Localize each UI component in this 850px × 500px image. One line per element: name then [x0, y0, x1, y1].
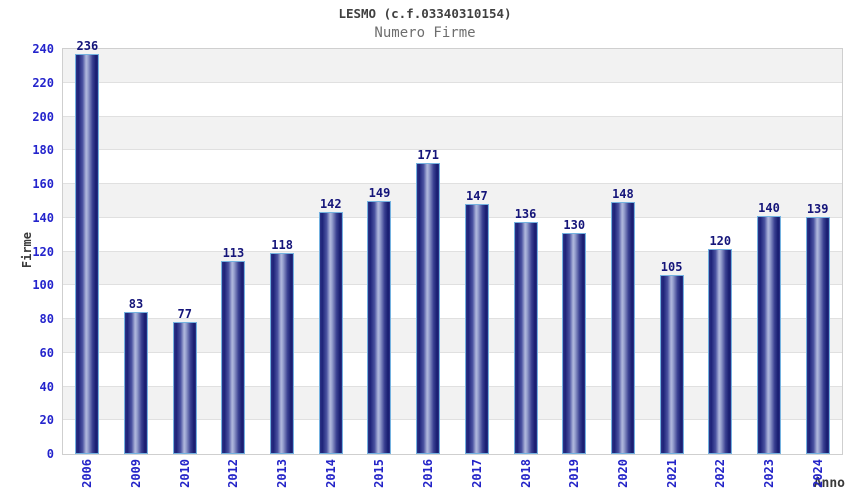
bar-value-label: 171 — [417, 148, 439, 162]
x-tick-label: 2022 — [713, 459, 728, 488]
x-tick-label: 2021 — [664, 459, 679, 488]
x-tick-label: 2016 — [421, 459, 436, 488]
y-tick-label: 240 — [32, 42, 54, 56]
plot-band — [63, 218, 842, 252]
y-tick-label: 80 — [39, 312, 54, 326]
x-tick-label: 2006 — [80, 459, 95, 488]
plot-area: 236 2006 83 2009 77 2010 113 2012 118 2013 142 2014… — [62, 39, 843, 488]
bar-slot: 140 2023 — [745, 49, 794, 488]
bar-value-label: 105 — [660, 260, 683, 274]
bar — [221, 261, 246, 454]
x-axis-title: Anno — [813, 476, 845, 491]
bar — [562, 233, 587, 454]
bar-value-label: 118 — [271, 238, 293, 252]
x-tick-label: 2012 — [226, 459, 241, 488]
bar-value-label: 147 — [466, 189, 488, 203]
bar-slot: 83 2009 — [112, 49, 161, 488]
y-tick-label: 120 — [32, 244, 54, 259]
y-tick-label: 100 — [32, 278, 54, 293]
bar — [805, 217, 830, 454]
bar — [172, 322, 197, 454]
y-tick-label: 0 — [46, 447, 54, 461]
bar-slot: 147 2017 — [453, 49, 502, 488]
bar — [367, 201, 392, 454]
y-tick-label: 160 — [32, 177, 54, 191]
bar — [416, 163, 441, 454]
x-tick-label: 2009 — [129, 459, 144, 488]
plot-band — [63, 116, 842, 151]
bar-value-label: 136 — [514, 207, 537, 221]
bar-value-label: 113 — [222, 246, 245, 260]
bar — [464, 204, 489, 454]
plot-band — [63, 150, 842, 184]
bar-slots: 236 2006 83 2009 77 2010 113 2012 118 2013 142 2014… — [63, 39, 842, 488]
plot-band — [63, 83, 842, 117]
bar-slot: 130 2019 — [550, 49, 599, 488]
bar-slot: 148 2020 — [599, 49, 648, 488]
bar — [270, 253, 295, 454]
bar-slot: 120 2022 — [696, 49, 745, 488]
bar — [708, 249, 733, 454]
bar-slot: 118 2013 — [258, 49, 307, 488]
x-tick-label: 2014 — [323, 459, 338, 488]
bar-value-label: 148 — [612, 187, 634, 201]
bar-value-label: 83 — [128, 297, 144, 311]
y-tick-label: 180 — [32, 143, 54, 158]
bar-slot: 236 2006 — [63, 39, 112, 488]
x-tick-label: 2015 — [372, 459, 387, 488]
bar-slot: 149 2015 — [355, 49, 404, 488]
bar-value-label: 120 — [709, 234, 732, 248]
y-tick-label: 40 — [39, 379, 54, 394]
bar-value-label: 139 — [806, 202, 829, 216]
x-tick-label: 2018 — [518, 459, 533, 488]
bar-slot: 136 2018 — [501, 49, 550, 488]
bar — [610, 202, 635, 454]
y-tick-label: 140 — [32, 210, 54, 225]
bar-slot: 142 2014 — [306, 49, 355, 488]
x-tick-label: 2019 — [567, 459, 582, 488]
bar-value-label: 149 — [368, 186, 391, 200]
plot-band — [63, 184, 842, 218]
y-tick-label: 20 — [39, 413, 54, 428]
bar-slot: 77 2010 — [160, 49, 209, 488]
y-tick-label: 220 — [32, 75, 54, 90]
plot-band — [63, 285, 842, 319]
bar-slot: 139 2024 — [793, 49, 842, 488]
y-tick-label: 200 — [32, 109, 54, 124]
bar — [124, 312, 149, 454]
x-tick-label: 2013 — [275, 459, 290, 488]
bar-slot: 113 2012 — [209, 49, 258, 488]
bar — [756, 216, 781, 454]
y-tick-label: 60 — [39, 345, 54, 360]
bar-slot: 171 2016 — [404, 49, 453, 488]
chart-subtitle: Numero Firme — [374, 25, 476, 41]
bar-slot: 105 2021 — [647, 49, 696, 488]
chart-title: LESMO (c.f.03340310154) — [338, 6, 512, 21]
bar — [659, 275, 684, 454]
bar-value-label: 77 — [177, 307, 192, 321]
x-tick-label: 2023 — [761, 459, 776, 488]
bar-value-label: 130 — [563, 218, 586, 232]
bar-value-label: 236 — [76, 39, 99, 53]
plot-band — [63, 49, 842, 83]
bar — [513, 222, 538, 454]
x-tick-label: 2010 — [177, 459, 192, 488]
bar — [318, 212, 343, 454]
bar-value-label: 142 — [319, 197, 342, 211]
bar-value-label: 140 — [758, 201, 780, 215]
x-tick-label: 2024 — [810, 459, 825, 488]
plot-band — [63, 353, 842, 387]
x-tick-label: 2017 — [469, 459, 484, 488]
x-tick-label: 2020 — [615, 459, 630, 488]
bar — [75, 54, 100, 454]
